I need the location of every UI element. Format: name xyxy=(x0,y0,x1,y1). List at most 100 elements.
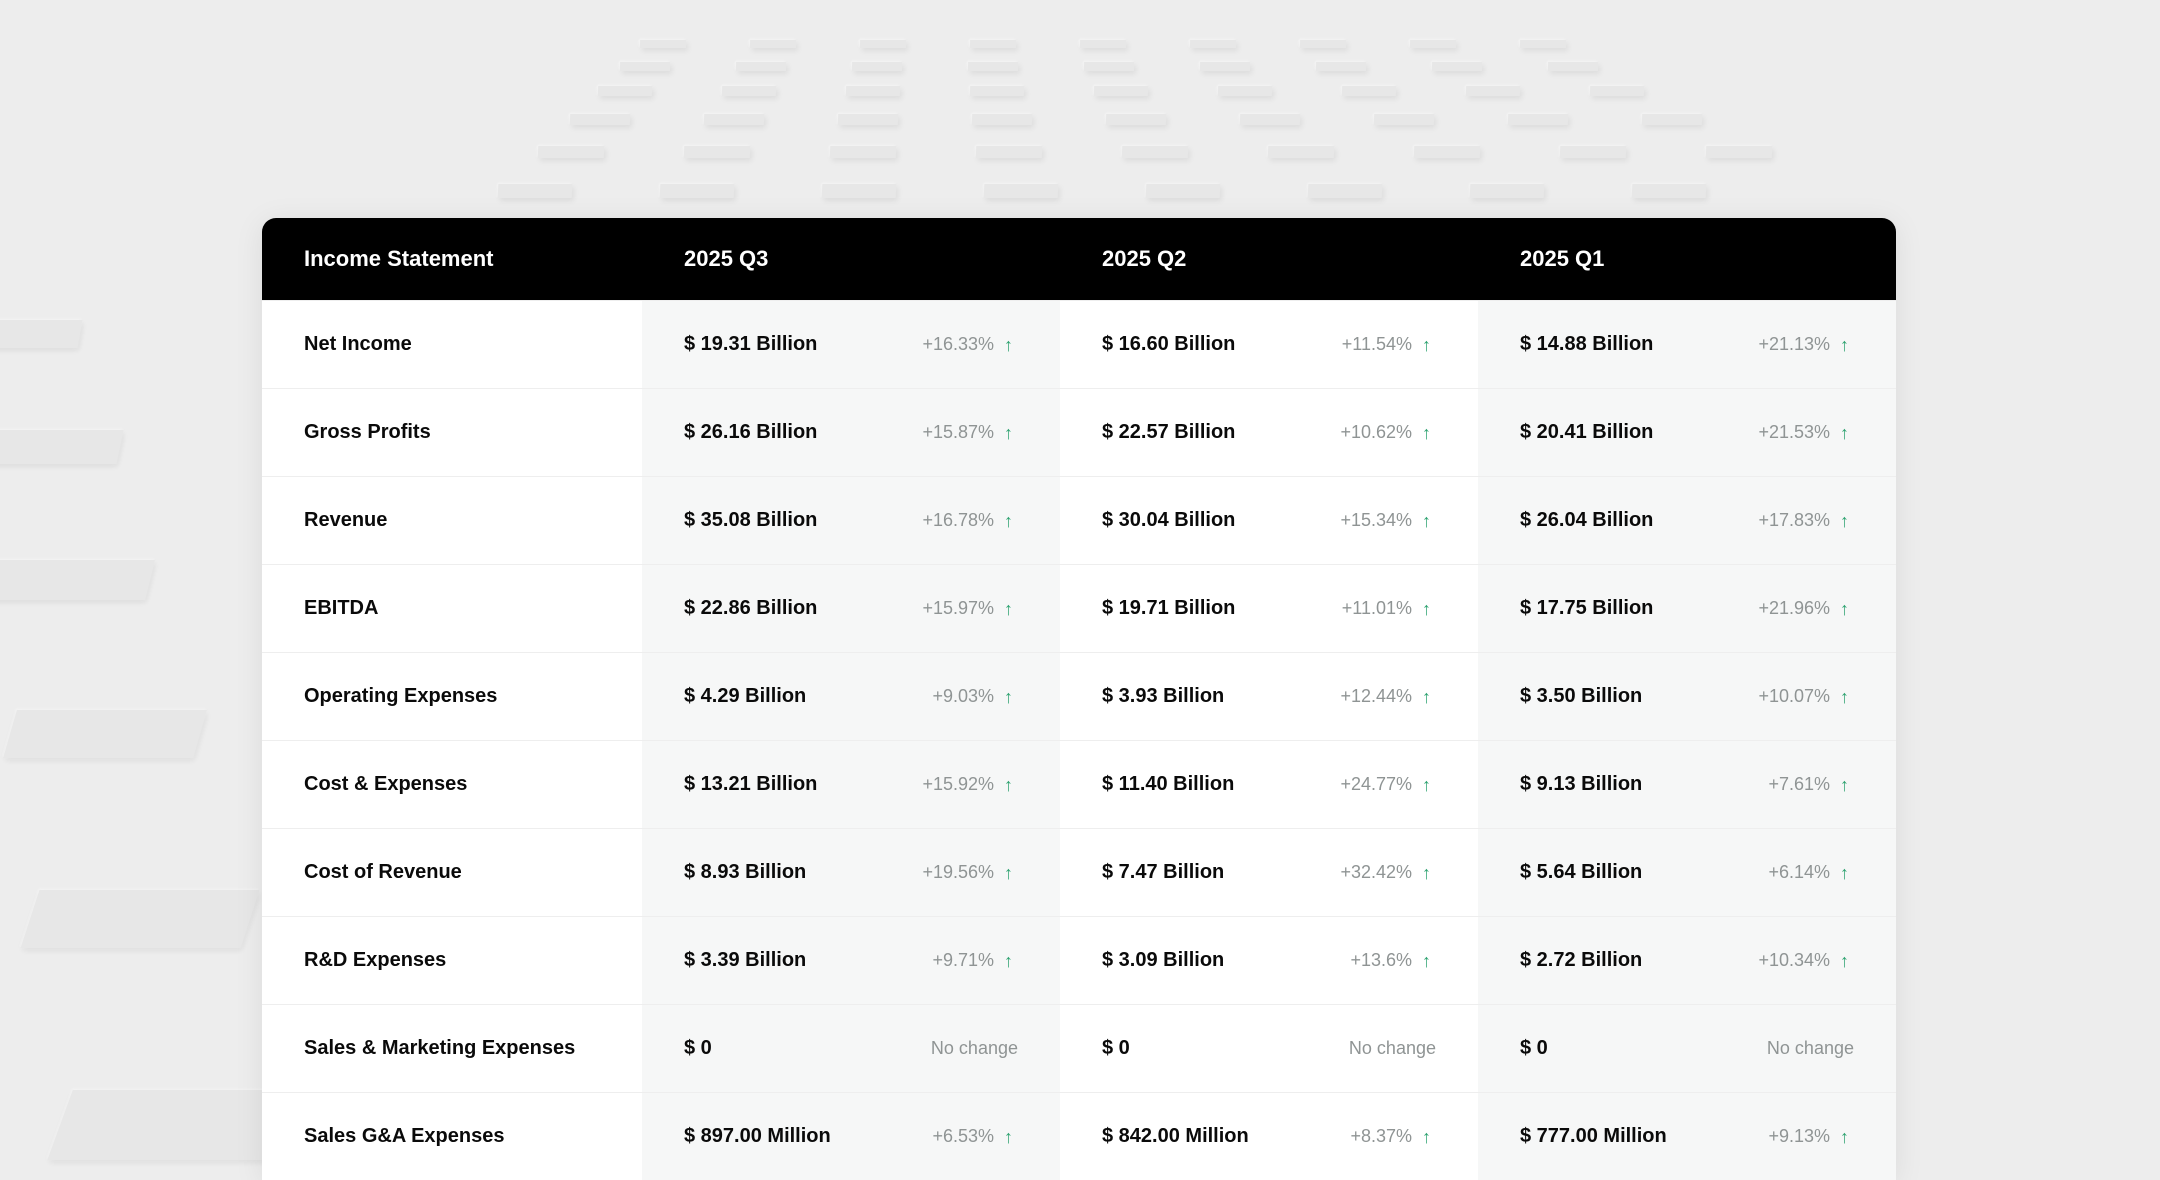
decor-tile xyxy=(1520,40,1566,48)
change-percent: +10.34% xyxy=(1758,950,1830,971)
cell-value: $ 16.60 Billion xyxy=(1102,333,1235,356)
cell-value: $ 842.00 Million xyxy=(1102,1125,1249,1148)
change-percent: +10.07% xyxy=(1758,686,1830,707)
change-percent: +19.56% xyxy=(922,862,994,883)
decor-tile xyxy=(1308,184,1383,198)
change-percent: +8.37% xyxy=(1350,1126,1412,1147)
cell-change: +12.44% xyxy=(1340,686,1436,707)
table-row: Gross Profits$ 26.16 Billion+15.87%$ 22.… xyxy=(262,388,1896,476)
row-label: Revenue xyxy=(262,477,642,564)
change-percent: +15.34% xyxy=(1340,510,1412,531)
decor-tile xyxy=(0,560,155,600)
arrow-up-icon xyxy=(1004,690,1018,704)
cell-change: +10.62% xyxy=(1340,422,1436,443)
change-percent: +9.03% xyxy=(932,686,994,707)
data-cell: $ 11.40 Billion+24.77% xyxy=(1060,741,1478,828)
decor-tile xyxy=(0,430,124,464)
cell-change: +10.07% xyxy=(1758,686,1854,707)
table-row: Cost of Revenue$ 8.93 Billion+19.56%$ 7.… xyxy=(262,828,1896,916)
data-cell: $ 22.86 Billion +15.97% xyxy=(642,565,1060,652)
table-row: Sales G&A Expenses$ 897.00 Million+6.53%… xyxy=(262,1092,1896,1180)
table-row: Net Income$ 19.31 Billion+16.33%$ 16.60 … xyxy=(262,300,1896,388)
decor-tile xyxy=(852,62,902,71)
decor-tile xyxy=(1374,114,1434,125)
row-label: Cost of Revenue xyxy=(262,829,642,916)
arrow-up-icon xyxy=(1004,338,1018,352)
arrow-up-icon xyxy=(1422,514,1436,528)
data-cell: $ 22.57 Billion+10.62% xyxy=(1060,389,1478,476)
data-cell: $ 9.13 Billion+7.61% xyxy=(1478,741,1896,828)
arrow-up-icon xyxy=(1004,866,1018,880)
decor-tile xyxy=(498,184,573,198)
decor-tile xyxy=(21,890,260,948)
change-percent: +21.96% xyxy=(1758,598,1830,619)
data-cell: $ 13.21 Billion+15.92% xyxy=(642,741,1060,828)
change-percent: +10.62% xyxy=(1340,422,1412,443)
decor-tile xyxy=(1190,40,1236,48)
decor-tile xyxy=(860,40,906,48)
data-cell: $ 3.09 Billion+13.6% xyxy=(1060,917,1478,1004)
decor-tile xyxy=(1316,62,1366,71)
arrow-up-icon xyxy=(1004,954,1018,968)
change-percent: +16.78% xyxy=(922,510,994,531)
data-cell: $ 2.72 Billion+10.34% xyxy=(1478,917,1896,1004)
decor-tile xyxy=(660,184,735,198)
data-cell: $ 26.16 Billion+15.87% xyxy=(642,389,1060,476)
table-row: R&D Expenses$ 3.39 Billion+9.71%$ 3.09 B… xyxy=(262,916,1896,1004)
cell-value: $ 3.39 Billion xyxy=(684,949,806,972)
cell-value: $ 19.71 Billion xyxy=(1102,597,1235,620)
change-text: No change xyxy=(931,1038,1018,1059)
cell-value: $ 13.21 Billion xyxy=(684,773,817,796)
arrow-up-icon xyxy=(1004,602,1018,616)
data-cell: $ 4.29 Billion+9.03% xyxy=(642,653,1060,740)
row-label: Sales & Marketing Expenses xyxy=(262,1005,642,1092)
cell-change: No change xyxy=(931,1038,1018,1059)
column-header: 2025 Q3 xyxy=(642,246,1060,272)
cell-value: $ 19.31 Billion xyxy=(684,333,817,356)
cell-value: $ 22.86 Billion xyxy=(684,597,817,620)
cell-change: +8.37% xyxy=(1350,1126,1436,1147)
cell-value: $ 0 xyxy=(1102,1037,1130,1060)
decor-tile xyxy=(598,86,652,96)
arrow-up-icon xyxy=(1840,602,1854,616)
cell-value: $ 0 xyxy=(684,1037,712,1060)
data-cell: $ 26.04 Billion+17.83% xyxy=(1478,477,1896,564)
decor-tile xyxy=(1706,146,1772,158)
decor-tile xyxy=(1560,146,1626,158)
decor-tile xyxy=(968,62,1018,71)
change-percent: +15.97% xyxy=(922,598,994,619)
cell-value: $ 3.93 Billion xyxy=(1102,685,1224,708)
decor-tile xyxy=(640,40,686,48)
decor-tile xyxy=(1590,86,1644,96)
data-cell: $ 14.88 Billion+21.13% xyxy=(1478,301,1896,388)
data-cell: $ 16.60 Billion+11.54% xyxy=(1060,301,1478,388)
data-cell: $ 8.93 Billion+19.56% xyxy=(642,829,1060,916)
arrow-up-icon xyxy=(1422,866,1436,880)
cell-value: $ 777.00 Million xyxy=(1520,1125,1667,1148)
decor-tile xyxy=(1300,40,1346,48)
cell-change: +21.13% xyxy=(1758,334,1854,355)
cell-change: +21.53% xyxy=(1758,422,1854,443)
cell-change: +9.13% xyxy=(1768,1126,1854,1147)
cell-value: $ 26.04 Billion xyxy=(1520,509,1653,532)
data-cell: $ 35.08 Billion+16.78% xyxy=(642,477,1060,564)
data-cell: $ 19.71 Billion+11.01% xyxy=(1060,565,1478,652)
decor-tile xyxy=(1094,86,1148,96)
decor-tile xyxy=(976,146,1042,158)
arrow-up-icon xyxy=(1004,514,1018,528)
arrow-up-icon xyxy=(1004,778,1018,792)
decor-tile xyxy=(970,40,1016,48)
table-row: Cost & Expenses$ 13.21 Billion+15.92%$ 1… xyxy=(262,740,1896,828)
data-cell: $ 3.93 Billion +12.44% xyxy=(1060,653,1478,740)
cell-value: $ 897.00 Million xyxy=(684,1125,831,1148)
decor-tile xyxy=(1342,86,1396,96)
decor-tile xyxy=(704,114,764,125)
decor-tile xyxy=(750,40,796,48)
decor-tile xyxy=(822,184,897,198)
row-label: R&D Expenses xyxy=(262,917,642,1004)
cell-change: +10.34% xyxy=(1758,950,1854,971)
arrow-up-icon xyxy=(1422,954,1436,968)
arrow-up-icon xyxy=(1422,1130,1436,1144)
decor-tile xyxy=(1508,114,1568,125)
decor-tile xyxy=(1632,184,1707,198)
